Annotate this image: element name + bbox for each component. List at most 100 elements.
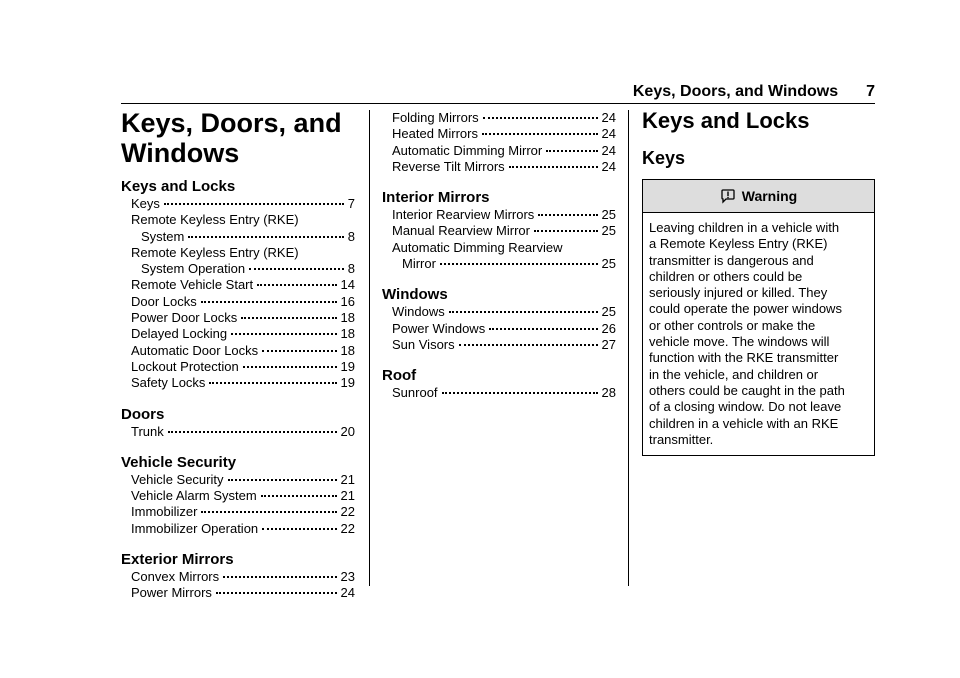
warning-text-line: a Remote Keyless Entry (RKE) xyxy=(649,236,828,252)
toc-entry: Vehicle Security 21 xyxy=(121,472,355,488)
toc-entry-text: Remote Keyless Entry (RKE) xyxy=(131,212,299,228)
toc-entry: Delayed Locking 18 xyxy=(121,326,355,342)
toc-page-number: 8 xyxy=(347,261,355,277)
toc-entry-text: Sunroof xyxy=(392,385,438,401)
warning-text-line: of a closing window. Do not leave xyxy=(649,399,842,415)
leader-dots xyxy=(546,149,598,152)
warning-text-line: children in a vehicle with an RKE xyxy=(649,415,839,431)
header-title: Keys, Doors, and Windows xyxy=(632,83,839,100)
toc-page-number: 20 xyxy=(340,423,355,439)
toc-entry-text: Power Door Locks xyxy=(131,310,238,326)
warning-text-line: function with the RKE transmitter xyxy=(649,350,839,366)
toc-entry: Manual Rearview Mirror 25 xyxy=(382,223,616,239)
toc-entry: Power Door Locks 18 xyxy=(121,310,355,326)
header-rule xyxy=(121,103,875,104)
warning-text-line: or other controls or make the xyxy=(649,317,816,333)
page-number: 7 xyxy=(866,83,875,100)
toc-entry-line: Sunroof 28 xyxy=(382,385,616,401)
toc-page-number: 19 xyxy=(340,375,355,391)
toc-column: Folding Mirrors 24 Heated Mirrors 24 Automat… xyxy=(382,110,616,402)
toc-page-number: 19 xyxy=(340,358,355,374)
column-divider xyxy=(628,110,629,586)
toc-entry: Heated Mirrors 24 xyxy=(382,126,616,142)
leader-dots xyxy=(167,430,337,433)
toc-entry-text: Immobilizer Operation xyxy=(131,520,259,536)
toc-heading: Interior Mirrors xyxy=(382,189,490,207)
toc-column: Keys and Locks Keys 7 Remote Keyless Entry … xyxy=(121,178,355,602)
toc-entry-line: Sun Visors 27 xyxy=(382,337,616,353)
toc-page-number: 25 xyxy=(601,223,616,239)
toc-entry-text: Remote Keyless Entry (RKE) xyxy=(131,244,299,260)
toc-page-number: 28 xyxy=(601,385,616,401)
toc-entry-line: Interior Rearview Mirrors 25 xyxy=(382,207,616,223)
warning-text-line: Leaving children in a vehicle with xyxy=(649,220,840,235)
leader-dots xyxy=(262,527,337,530)
leader-dots xyxy=(448,311,598,314)
toc-entry-line: Keys 7 xyxy=(121,196,355,212)
toc-entry-line: Heated Mirrors 24 xyxy=(382,126,616,142)
toc-entry: Vehicle Alarm System 21 xyxy=(121,488,355,504)
toc-entry: Remote Keyless Entry (RKE) System Operati… xyxy=(121,245,355,278)
toc-entry-line: System 8 xyxy=(121,229,355,245)
toc-entry: Automatic Door Locks 18 xyxy=(121,343,355,359)
chapter-title: Keys, Doors, and Windows xyxy=(121,108,342,168)
toc-page-number: 16 xyxy=(340,293,355,309)
toc-entry-text: Mirror xyxy=(402,256,436,272)
leader-dots xyxy=(482,117,598,119)
leader-dots xyxy=(481,133,598,136)
toc-entry-text: Automatic Dimming Mirror xyxy=(392,142,543,158)
toc-entry-line: Power Mirrors 24 xyxy=(121,585,355,601)
toc-entry-line: Vehicle Alarm System 21 xyxy=(121,488,355,504)
leader-dots xyxy=(163,203,344,205)
toc-entry-line: Power Windows 26 xyxy=(382,321,616,337)
toc-entry-text: Automatic Door Locks xyxy=(131,342,259,358)
leader-dots xyxy=(489,327,598,330)
chapter-title-line: Windows xyxy=(121,138,240,168)
toc-entry-line: Door Locks 16 xyxy=(121,294,355,310)
toc-entry: Reverse Tilt Mirrors 24 xyxy=(382,159,616,175)
toc-entry-text: Convex Mirrors xyxy=(131,569,220,585)
leader-dots xyxy=(533,230,598,233)
toc-page-number: 24 xyxy=(340,585,355,601)
toc-page-number: 24 xyxy=(601,110,616,125)
leader-dots xyxy=(458,343,598,346)
leader-dots xyxy=(439,263,598,266)
warning-label: Warning xyxy=(741,188,798,204)
toc-entry-line: Manual Rearview Mirror 25 xyxy=(382,223,616,239)
toc-entry-text: System Operation xyxy=(141,261,246,277)
toc-entry-line: Lockout Protection 19 xyxy=(121,359,355,375)
toc-entry-text: Door Locks xyxy=(131,293,197,309)
toc-entry: Trunk 20 xyxy=(121,424,355,440)
toc-page-number: 18 xyxy=(340,342,355,358)
toc-entry-line: Mirror 25 xyxy=(382,256,616,272)
toc-entry-text: Interior Rearview Mirrors xyxy=(392,207,535,223)
toc-entry-line: Remote Vehicle Start 14 xyxy=(121,277,355,293)
toc-page-number: 25 xyxy=(601,256,616,272)
toc-entry: Power Windows 26 xyxy=(382,321,616,337)
leader-dots xyxy=(249,268,344,271)
toc-page-number: 22 xyxy=(340,504,355,520)
toc-entry: Keys 7 xyxy=(121,196,355,212)
warning-body: Leaving children in a vehicle with a Remo… xyxy=(643,213,874,455)
toc-page-number: 22 xyxy=(340,520,355,536)
toc-entry: Remote Keyless Entry (RKE) System 8 xyxy=(121,212,355,245)
column-divider xyxy=(369,110,370,586)
toc-entry-line: Folding Mirrors 24 xyxy=(382,110,616,126)
toc-entry: Convex Mirrors 23 xyxy=(121,569,355,585)
toc-entry-text: Windows xyxy=(392,304,445,320)
leader-dots xyxy=(200,300,337,303)
section-title: Keys and Locks xyxy=(642,108,810,133)
toc-entry-text: Power Windows xyxy=(392,320,486,336)
toc-entry: Immobilizer 22 xyxy=(121,504,355,520)
toc-entry-text: Vehicle Alarm System xyxy=(131,488,257,504)
toc-entry: Windows 25 xyxy=(382,304,616,320)
toc-heading: Exterior Mirrors xyxy=(121,551,234,569)
toc-page-number: 25 xyxy=(601,207,616,223)
toc-page-number: 24 xyxy=(601,158,616,174)
toc-entry-line: Reverse Tilt Mirrors 24 xyxy=(382,159,616,175)
toc-entry-text: Remote Vehicle Start xyxy=(131,277,254,293)
leader-dots xyxy=(201,511,337,514)
toc-entry-text: Keys xyxy=(131,196,160,211)
toc-entry-text: Manual Rearview Mirror xyxy=(392,223,530,239)
